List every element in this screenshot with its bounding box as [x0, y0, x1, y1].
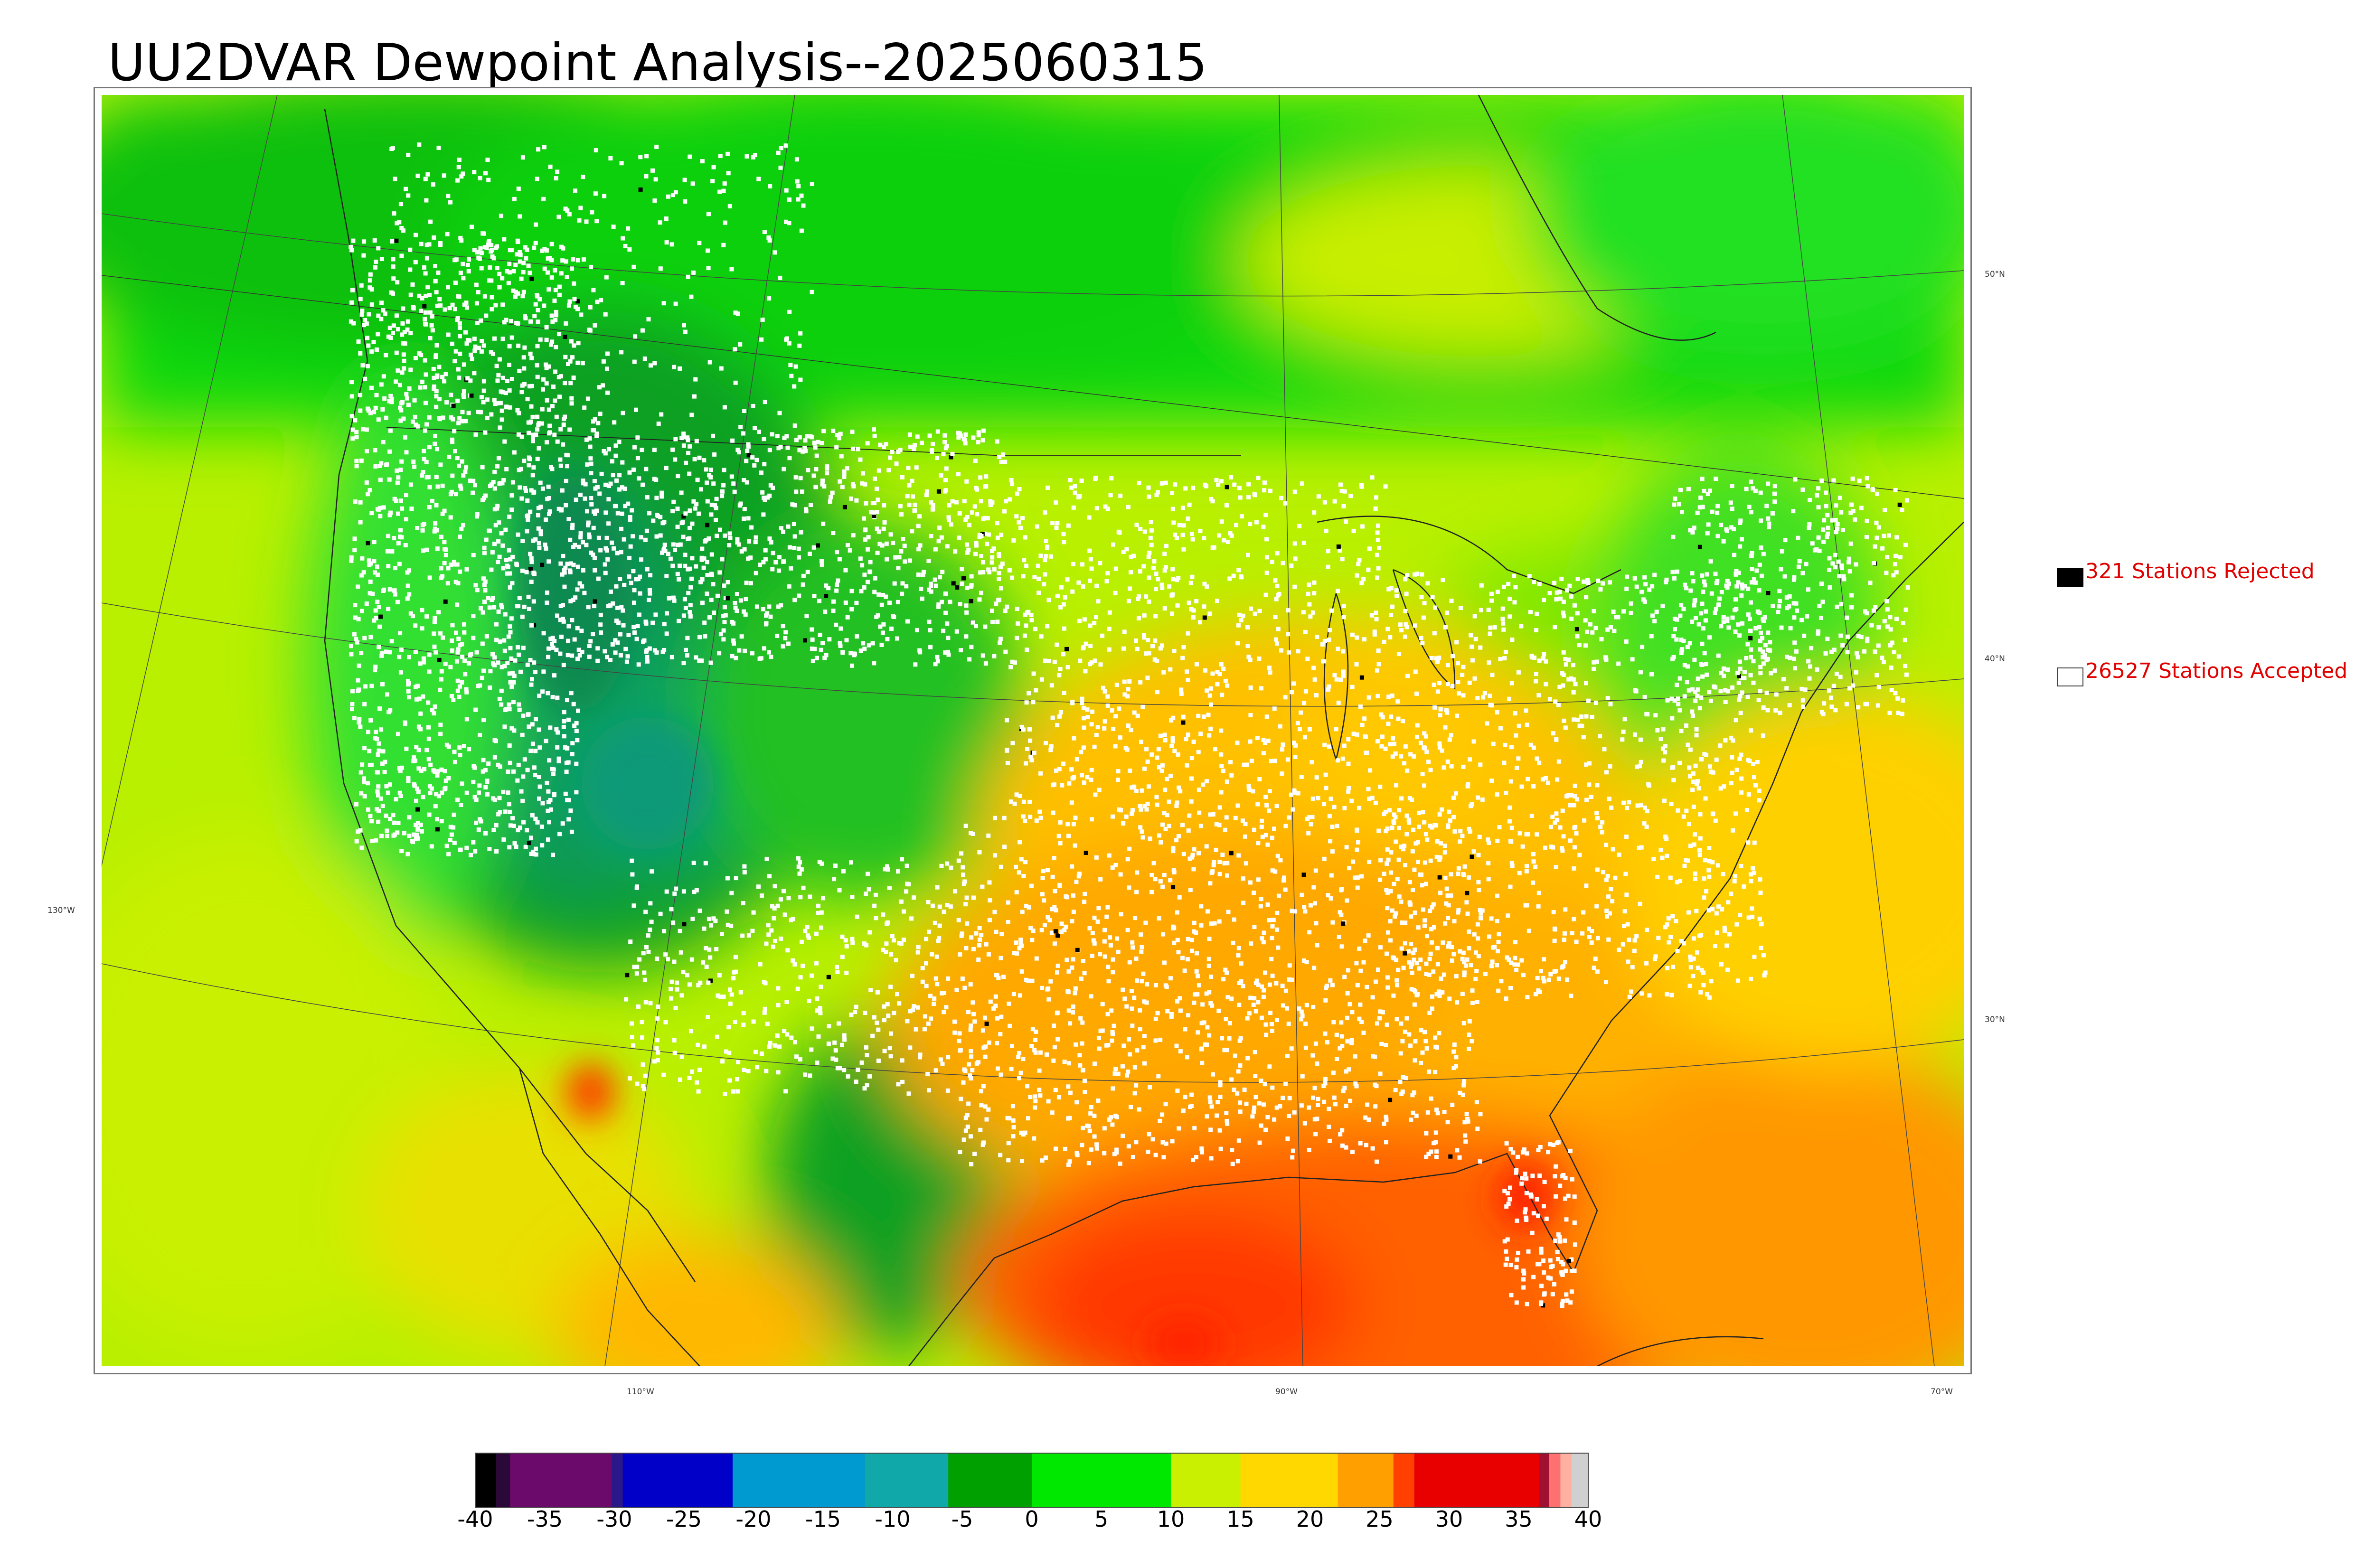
colorbar-segment	[1549, 1453, 1561, 1507]
colorbar-tick-label: 40	[1574, 1506, 1602, 1532]
lon-label-130w: 130°W	[47, 906, 75, 915]
colorbar-tick-label: -40	[457, 1506, 493, 1532]
lat-label-50n: 50°N	[1985, 270, 2005, 279]
colorbar-tick-label: 30	[1435, 1506, 1463, 1532]
colorbar-tick-label: -30	[596, 1506, 632, 1532]
colorbar-segment	[1539, 1453, 1549, 1507]
map-title: UU2DVAR Dewpoint Analysis--2025060315	[95, 33, 1220, 93]
colorbar-segment	[510, 1453, 612, 1507]
accepted-stations-label: 26527 Stations Accepted	[2085, 659, 2347, 683]
colorbar-tick-label: -10	[875, 1506, 910, 1532]
lat-label-40n: 40°N	[1985, 654, 2005, 664]
lat-label-30n: 30°N	[1985, 1015, 2005, 1024]
dewpoint-analysis-map[interactable]	[102, 95, 1964, 1366]
colorbar-tick-label: -20	[735, 1506, 771, 1532]
colorbar-segment	[1171, 1453, 1241, 1507]
colorbar-segment	[1032, 1453, 1171, 1507]
colorbar-segment	[1394, 1453, 1414, 1507]
colorbar-tick-label: 35	[1505, 1506, 1533, 1532]
colorbar-segment	[1560, 1453, 1572, 1507]
colorbar-segment	[623, 1453, 733, 1507]
colorbar-tick-label: -5	[951, 1506, 973, 1532]
rejected-swatch	[2057, 568, 2083, 587]
colorbar-segment	[612, 1453, 623, 1507]
colorbar-segment	[733, 1453, 865, 1507]
dewpoint-field	[102, 95, 1964, 1366]
colorbar-tick-label: 10	[1157, 1506, 1185, 1532]
colorbar-segment	[1414, 1453, 1540, 1507]
colorbar-segment	[865, 1453, 948, 1507]
colorbar-tick-label: 5	[1094, 1506, 1108, 1532]
colorbar-segment	[1241, 1453, 1338, 1507]
colorbar-segment	[1338, 1453, 1394, 1507]
rejected-stations-label: 321 Stations Rejected	[2085, 559, 2315, 583]
lon-label-70w: 70°W	[1931, 1387, 1953, 1397]
colorbar-tick-label: -15	[805, 1506, 841, 1532]
lon-label-90w: 90°W	[1275, 1387, 1298, 1397]
colorbar-tick-label: 20	[1296, 1506, 1324, 1532]
dewpoint-colorbar	[475, 1453, 1589, 1508]
colorbar-tick-label: -25	[666, 1506, 702, 1532]
colorbar-segment	[1572, 1453, 1589, 1507]
dewpoint-map[interactable]	[94, 87, 1972, 1374]
colorbar-tick-label: 0	[1025, 1506, 1038, 1532]
colorbar-tick-label: 15	[1226, 1506, 1254, 1532]
colorbar-segment	[948, 1453, 1032, 1507]
colorbar-segment	[496, 1453, 510, 1507]
colorbar-tick-label: 25	[1366, 1506, 1394, 1532]
colorbar-tick-label: -35	[527, 1506, 563, 1532]
accepted-swatch	[2057, 667, 2083, 686]
lon-label-110w: 110°W	[627, 1387, 654, 1397]
colorbar-segment	[475, 1453, 496, 1507]
